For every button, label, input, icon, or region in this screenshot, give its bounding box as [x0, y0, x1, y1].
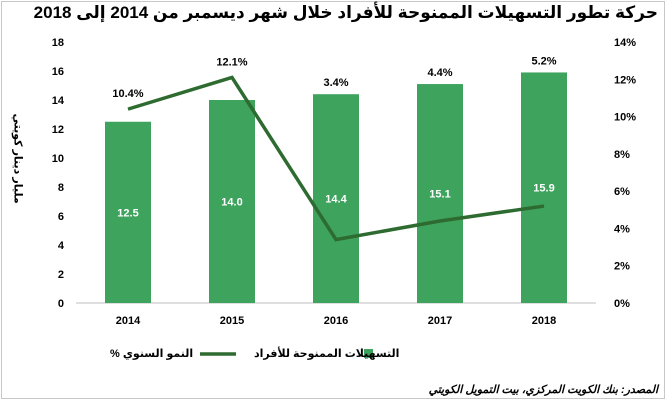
y2-tick-label: 14%	[614, 37, 636, 49]
bar-value-label: 15.1	[429, 189, 450, 201]
y2-tick-label: 10%	[614, 112, 636, 124]
y-tick-label: 4	[58, 240, 65, 252]
y-tick-label: 2	[58, 269, 64, 281]
growth-line	[127, 75, 545, 242]
chart-title: حركة تطور التسهيلات الممنوحة للأفراد خلا…	[33, 3, 658, 22]
bar-2018	[521, 72, 567, 303]
y-tick-label: 0	[58, 298, 64, 310]
bar-value-label: 14.0	[221, 197, 242, 209]
growth-value-label: 10.4%	[112, 88, 143, 100]
legend-bar-swatch	[364, 349, 373, 358]
y-tick-label: 12	[52, 124, 64, 136]
y2-tick-label: 6%	[614, 186, 630, 198]
legend-line-label: % النمو السنوي	[110, 348, 193, 360]
y-tick-label: 10	[52, 153, 64, 165]
x-tick-label: 2018	[532, 315, 556, 327]
bar-value-label: 15.9	[533, 183, 554, 195]
bar-2017	[417, 84, 463, 303]
bar-2015	[209, 100, 255, 303]
x-tick-label: 2014	[116, 315, 141, 327]
growth-value-label: 12.1%	[216, 56, 247, 68]
x-tick-label: 2017	[428, 315, 452, 327]
growth-value-label: 5.2%	[531, 55, 556, 67]
bar-value-label: 12.5	[117, 207, 138, 219]
y2-tick-label: 12%	[614, 74, 636, 86]
bar-2014	[105, 121, 151, 303]
legend-bar-label: التسهيلات الممنوحة للأفراد	[254, 346, 399, 360]
y2-tick-label: 0%	[614, 298, 630, 310]
x-tick-label: 2016	[324, 315, 348, 327]
y-tick-label: 16	[52, 66, 64, 78]
y2-tick-label: 4%	[614, 223, 630, 235]
bar-value-label: 14.4	[325, 194, 347, 206]
source-note: المصدر: بنك الكويت المركزي، بيت التمويل …	[428, 384, 658, 396]
x-tick-label: 2015	[220, 315, 244, 327]
y-tick-label: 6	[58, 211, 64, 223]
y-tick-label: 14	[52, 95, 65, 107]
growth-value-label: 4.4%	[427, 67, 452, 79]
y2-tick-label: 8%	[614, 149, 630, 161]
bar-2016	[313, 94, 359, 303]
growth-value-label: 3.4%	[323, 77, 348, 89]
y-tick-label: 18	[52, 37, 64, 49]
y-tick-label: 8	[58, 182, 64, 194]
y2-tick-label: 2%	[614, 261, 630, 273]
